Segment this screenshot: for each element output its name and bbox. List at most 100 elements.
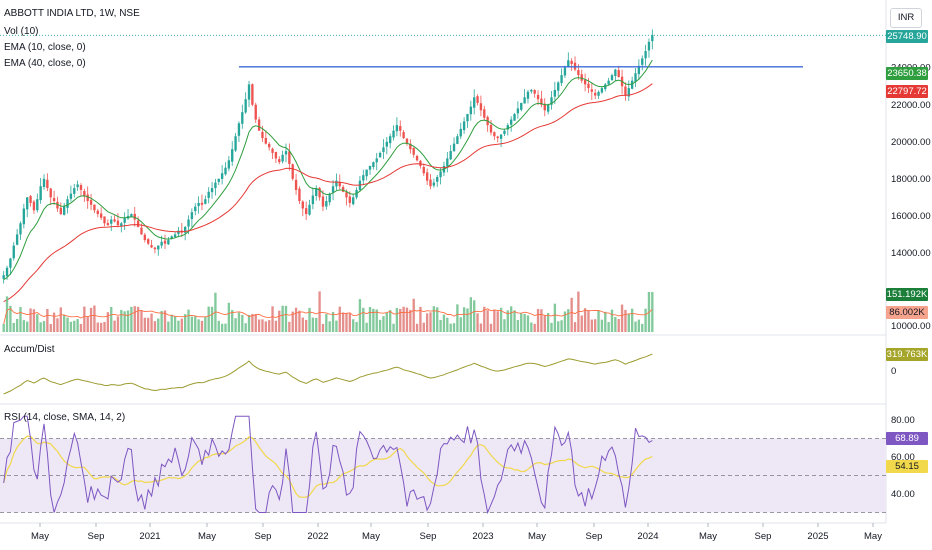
ema40-legend[interactable]: EMA (40, close, 0)	[4, 58, 86, 69]
volume-bar	[234, 318, 237, 332]
candle-body	[244, 99, 247, 113]
volume-bar	[523, 313, 526, 332]
candle-body	[268, 143, 271, 148]
time-axis-label: 2024	[637, 531, 658, 542]
accum-dist-tick-label: 0	[891, 366, 896, 377]
candle-body	[331, 186, 335, 193]
volume-bar	[614, 316, 617, 332]
volume-bar	[261, 319, 264, 332]
volume-bar	[496, 311, 499, 332]
volume-bar	[69, 321, 73, 332]
volume-bar	[294, 307, 298, 332]
candle-body	[365, 169, 368, 177]
candle-body	[157, 245, 160, 250]
time-axis-label: 2025	[807, 531, 828, 542]
candle-body	[627, 88, 630, 97]
time-axis-label: May	[362, 531, 380, 542]
candle-body	[446, 158, 449, 167]
volume-bar	[66, 317, 69, 332]
volume-bar	[362, 307, 365, 332]
candle-body	[264, 137, 268, 144]
candle-body	[425, 172, 429, 181]
candle-body	[432, 182, 436, 186]
volume-ma-label: 86.002K	[886, 306, 928, 319]
candle-body	[499, 134, 503, 139]
volume-bar	[489, 323, 493, 332]
candle-body	[580, 74, 583, 81]
candle-body	[520, 102, 523, 110]
rsi-pane	[0, 415, 886, 515]
candle-body	[200, 202, 204, 205]
candle-body	[62, 206, 66, 215]
volume-bar	[634, 321, 637, 332]
time-axis-label: May	[864, 531, 882, 542]
candle-body	[338, 181, 341, 187]
volume-bar	[466, 308, 469, 332]
ema-lines	[3, 59, 653, 303]
candle-body	[207, 191, 210, 198]
candle-body	[22, 208, 26, 225]
volume-bar	[167, 321, 170, 332]
candle-body	[614, 69, 617, 77]
vol-legend[interactable]: Vol (10)	[4, 26, 39, 37]
rsi-tick-label: 60.00	[891, 452, 915, 463]
candle-body	[543, 103, 546, 111]
candle-body	[99, 213, 103, 218]
candle-body	[150, 245, 153, 248]
volume-bar	[513, 310, 516, 332]
price-tick-label: 14000.00	[891, 248, 931, 259]
candle-body	[69, 193, 73, 199]
last-price-label: 25748.90	[886, 30, 928, 43]
volume-bar	[19, 307, 22, 332]
ema40-price-label: 22797.72	[886, 85, 928, 98]
candle-body	[489, 124, 493, 133]
rsi-tick-label: 80.00	[891, 415, 915, 426]
time-axis-label: May	[699, 531, 717, 542]
candle-body	[436, 176, 439, 182]
candle-body	[227, 160, 231, 169]
volume-bar	[2, 323, 5, 332]
time-axis-label: Sep	[586, 531, 603, 542]
rsi-legend[interactable]: RSI (14, close, SMA, 14, 2)	[4, 412, 126, 423]
volume-bar	[237, 312, 241, 332]
candle-body	[140, 227, 143, 235]
volume-bar	[177, 320, 180, 332]
currency-button[interactable]: INR	[890, 8, 922, 28]
candle-body	[348, 196, 352, 203]
candle-body	[251, 84, 254, 105]
volume-bar	[304, 319, 308, 332]
volume-bar	[224, 323, 227, 332]
symbol-title[interactable]: ABBOTT INDIA LTD, 1W, NSE	[4, 8, 140, 19]
candle-body	[476, 96, 479, 103]
candle-body	[399, 126, 402, 131]
candle-body	[624, 86, 627, 96]
volume-bar	[325, 314, 328, 332]
volume-bar	[352, 319, 355, 332]
volume-bar	[150, 313, 153, 332]
candle-body	[96, 210, 99, 215]
volume-bar	[617, 319, 620, 332]
candle-body	[86, 194, 89, 202]
volume-bar	[570, 297, 573, 332]
ema40-line	[3, 83, 653, 303]
candle-body	[513, 114, 516, 121]
candle-body	[32, 201, 36, 211]
volume-bar	[194, 316, 197, 332]
volume-bar	[415, 323, 419, 332]
ema10-legend[interactable]: EMA (10, close, 0)	[4, 42, 86, 53]
candle-body	[231, 149, 234, 162]
volume-bar	[271, 306, 274, 332]
volume-bar	[62, 314, 66, 332]
volume-bar	[382, 316, 385, 332]
accum-dist-legend[interactable]: Accum/Dist	[4, 344, 55, 355]
volume-bar	[520, 313, 523, 332]
candle-body	[328, 193, 331, 203]
candle-body	[587, 83, 590, 89]
candle-body	[160, 241, 163, 246]
candle-body	[637, 65, 641, 75]
volume-pane	[2, 291, 654, 332]
volume-bar	[637, 319, 641, 332]
volume-bar	[207, 306, 210, 332]
volume-bar	[459, 317, 462, 332]
